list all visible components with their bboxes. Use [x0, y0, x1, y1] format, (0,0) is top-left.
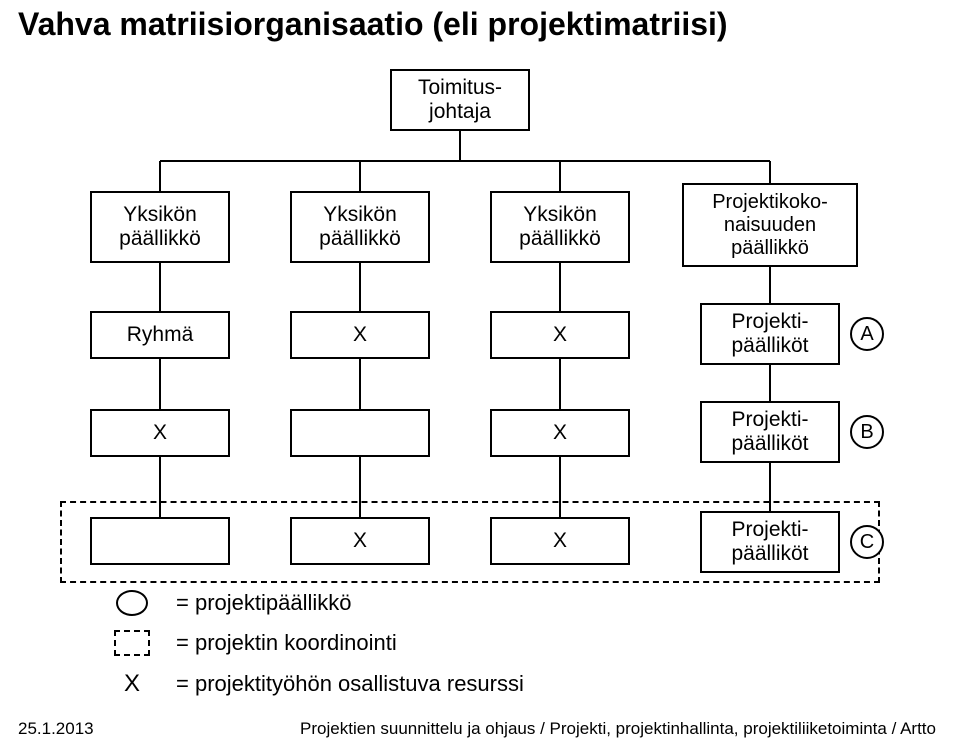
cell-r2c2 [290, 409, 430, 457]
footer-credit: Projektien suunnittelu ja ohjaus / Proje… [300, 719, 936, 739]
pm-circle-c: C [850, 525, 884, 559]
cell-r2c1: X [90, 409, 230, 457]
unit-head-2: Yksikön päällikkö [290, 191, 430, 263]
unit-head-1: Yksikön päällikkö [90, 191, 230, 263]
cell-r1c1: Ryhmä [90, 311, 230, 359]
pm-circle-a: A [850, 317, 884, 351]
legend-row-coord: = projektin koordinointi [110, 630, 524, 656]
pm-circle-b: B [850, 415, 884, 449]
x-icon: X [124, 670, 140, 698]
pm-box-a: Projekti- päälliköt [700, 303, 840, 365]
footer-date: 25.1.2013 [18, 719, 94, 739]
ceo-box: Toimitus- johtaja [390, 69, 530, 131]
pm-box-b: Projekti- päälliköt [700, 401, 840, 463]
legend: = projektipäällikkö = projektin koordino… [110, 590, 524, 712]
project-org-head: Projektikoko- naisuuden päällikkö [682, 183, 858, 267]
org-chart: Toimitus- johtaja Yksikön päällikkö Yksi… [0, 51, 960, 591]
legend-text-pm: = projektipäällikkö [176, 590, 351, 616]
legend-row-resource: X = projektityöhön osallistuva resurssi [110, 670, 524, 698]
pm-box-c: Projekti- päälliköt [700, 511, 840, 573]
unit-head-3: Yksikön päällikkö [490, 191, 630, 263]
legend-row-pm: = projektipäällikkö [110, 590, 524, 616]
cell-r3c2: X [290, 517, 430, 565]
legend-text-resource: = projektityöhön osallistuva resurssi [176, 671, 524, 697]
dashed-box-icon [114, 630, 150, 656]
page-title: Vahva matriisiorganisaatio (eli projekti… [0, 0, 960, 43]
cell-r2c3: X [490, 409, 630, 457]
legend-text-coord: = projektin koordinointi [176, 630, 397, 656]
cell-r3c1 [90, 517, 230, 565]
circle-icon [116, 590, 148, 616]
cell-r1c3: X [490, 311, 630, 359]
cell-r3c3: X [490, 517, 630, 565]
cell-r1c2: X [290, 311, 430, 359]
